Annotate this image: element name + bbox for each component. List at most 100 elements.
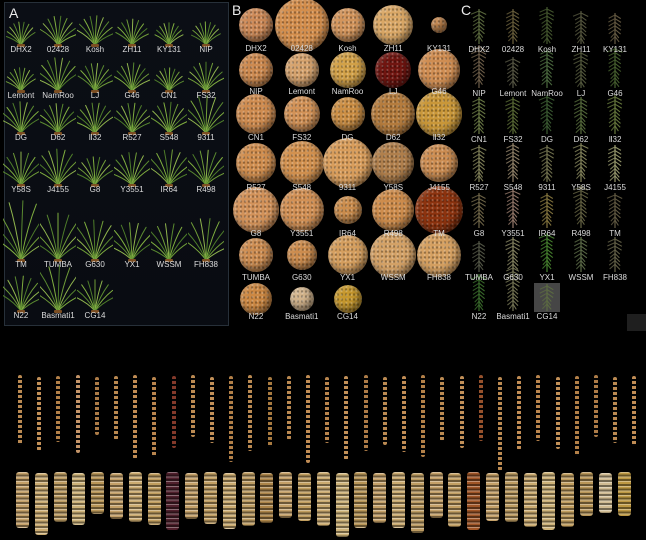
seed-stack-column [335,473,349,537]
variety-label: R498 [196,185,216,194]
panicle-photo [539,49,554,88]
seed-stack-column [222,473,236,529]
panicle-seed-string [517,376,522,450]
variety-label: 9311 [538,183,556,192]
variety-label: KY131 [602,45,628,54]
variety-label: CG14 [337,312,358,321]
panicle-photo [572,11,589,44]
panicle-seed-string [37,377,42,451]
variety-label: Ⅱ32 [432,133,446,142]
rice-plant-photo [114,152,150,187]
seed-stack-column [486,473,499,521]
rice-plant-photo [188,218,224,262]
seed-stack-column [279,472,293,518]
variety-label: CN1 [247,133,265,142]
variety-label: Y3551 [501,229,525,238]
variety-label: Basmati1 [285,312,319,321]
panicle-photo [471,193,487,228]
variety-label: S548 [503,183,523,192]
panel-a-plants: A DHX2 02428 Kosh ZH11 KY131 NIP Lemont NamRoo L… [3,2,229,326]
panel-c-letter: C [461,2,472,18]
variety-label: CN1 [470,135,488,144]
rice-plant-photo [188,61,224,93]
rice-plant-photo [188,95,224,135]
variety-label: CG14 [536,312,558,321]
variety-label: Ⅱ32 [608,135,622,144]
variety-label: N22 [471,312,487,321]
panicle-seed-string [94,377,99,435]
variety-label: WSSM [568,273,594,282]
seed-stack-column [373,473,387,523]
grain-pile-photo [286,240,317,270]
grain-pile-photo [372,189,415,231]
grain-pile-photo [236,94,276,134]
panicle-photo [471,97,486,134]
panicle-photo [539,7,555,44]
seed-stack-column [429,472,443,518]
panel-b-letter: B [232,2,242,18]
grain-pile-photo [330,97,365,131]
panicle-seed-string [440,377,445,441]
seed-stack-column [91,472,105,514]
variety-label: TUMBA [465,273,493,282]
rice-plant-photo [3,151,39,187]
variety-label: R498 [383,229,403,238]
grain-pile-photo [236,143,276,183]
panicle-photo [470,45,487,88]
grain-pile-photo [333,196,362,224]
panicle-seed-string [18,375,22,445]
variety-label: ZH11 [571,45,591,54]
panicle-photo [505,97,521,134]
variety-label: KY131 [426,44,452,53]
panicle-seed-string [613,377,618,443]
rice-plant-photo [191,21,221,47]
seed-stack-column [128,472,142,522]
variety-label: 9311 [338,183,357,192]
variety-label: NamRoo [331,87,364,96]
rice-plant-photo [77,15,113,47]
variety-label: G46 [431,87,447,96]
variety-label: WSSM [156,260,182,269]
rice-plant-photo [154,22,184,47]
panicle-seed-string [459,376,464,448]
seed-stack-column [16,472,29,528]
rice-plant-photo [151,101,187,135]
rice-plant-photo [5,67,36,93]
variety-label: DG [341,133,354,142]
variety-label: NamRoo [531,89,563,98]
grain-pile-photo [370,232,417,278]
variety-label: Ⅱ32 [88,133,102,142]
variety-label: D62 [385,133,401,142]
variety-label: DHX2 [245,44,267,53]
panicle-seed-string [498,377,502,471]
variety-label: YX1 [539,273,555,282]
grain-pile-photo [333,285,362,313]
panicle-photo [470,274,487,311]
grain-pile-photo [416,91,462,137]
variety-label: G46 [124,91,140,100]
seed-stack-column [448,473,462,527]
rice-plant-photo [40,212,76,262]
rice-plant-photo [151,149,187,187]
grain-pile-photo [322,138,373,188]
panicle-photo [470,145,487,182]
grain-pile-photo [431,17,447,33]
rice-plant-photo [77,102,113,135]
seed-stack-column [298,473,311,521]
grain-pile-photo [284,53,319,87]
panicle-photo [538,95,555,134]
variety-label: 02428 [501,45,525,54]
variety-label: DHX2 [10,45,32,54]
grain-pile-photo [417,233,461,277]
seed-stack-column [110,473,123,519]
rice-plant-photo [114,62,150,93]
seed-stack-column [72,473,86,525]
panicle-seed-string [133,375,138,459]
variety-label: G8 [473,229,485,238]
grain-pile-photo [279,141,324,185]
panel-a-letter: A [9,5,19,21]
seed-stack-column [467,472,481,530]
seed-stack-column [204,472,217,524]
seed-stack-column [147,473,161,525]
variety-label: TM [609,229,621,238]
